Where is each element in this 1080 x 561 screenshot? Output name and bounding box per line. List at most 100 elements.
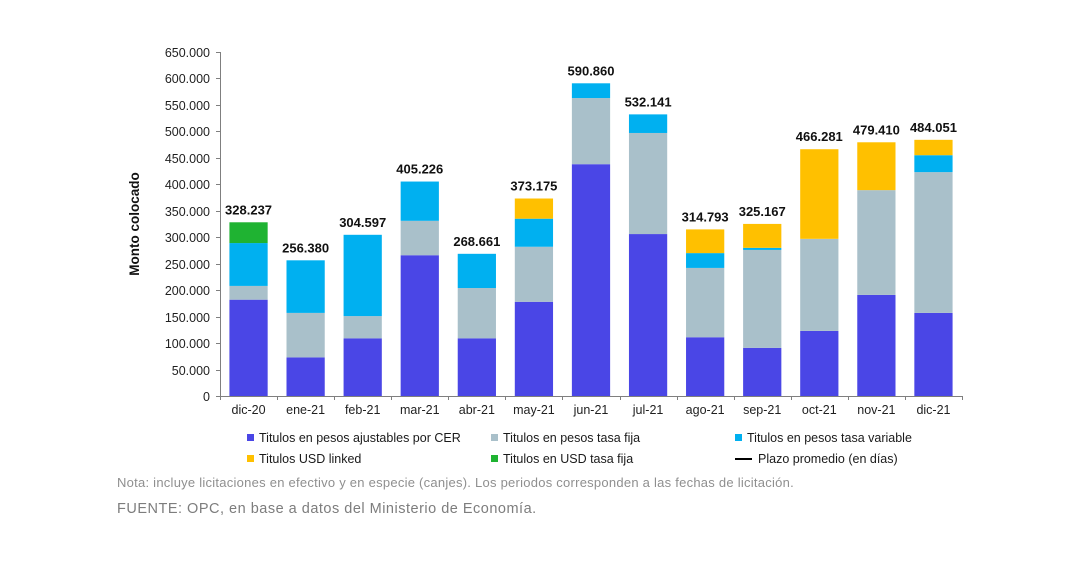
bar-ago-21-tasa-variable	[686, 253, 725, 268]
bar-nov-21-cer	[857, 294, 896, 396]
legend-item-plazo-promedio: Plazo promedio (en días)	[731, 448, 975, 469]
x-tick-label-dic-20: dic-20	[232, 403, 266, 417]
x-tick-label-ene-21: ene-21	[286, 403, 325, 417]
y-axis-title: Monto colocado	[127, 172, 142, 276]
bar-jun-21-tasa-fija	[571, 98, 611, 165]
y-tick-label: 200.000	[165, 284, 210, 298]
y-tick-label: 250.000	[165, 258, 210, 272]
legend-label: Titulos USD linked	[259, 451, 362, 466]
source-note: FUENTE: OPC, en base a datos del Ministe…	[117, 501, 537, 517]
y-tick-label: 650.000	[165, 46, 210, 60]
bar-jul-21-tasa-fija	[628, 132, 668, 235]
bar-ene-21-tasa-variable	[286, 260, 325, 313]
bar-dic-20-tasa-fija	[229, 285, 268, 300]
x-tick-label-dic-21: dic-21	[916, 403, 950, 417]
total-label-sep-21: 325.167	[739, 204, 786, 219]
bar-mar-21-tasa-variable	[400, 181, 439, 221]
bar-abr-21-tasa-fija	[457, 288, 496, 339]
y-tick-label: 150.000	[165, 311, 210, 325]
bar-jun-21-tasa-variable	[571, 83, 611, 99]
plot-area: 0 50.000 100.000 150.000 200.000 250.000 300.0…	[165, 46, 963, 417]
bar-dic-21-tasa-variable	[914, 155, 953, 173]
bar-ene-21-tasa-fija	[286, 312, 325, 358]
bar-abr-21-cer	[457, 338, 496, 396]
bar-may-21-tasa-fija	[514, 246, 554, 302]
total-label-jul-21: 532.141	[625, 94, 672, 109]
total-label-mar-21: 405.226	[396, 162, 443, 177]
bar-feb-21-tasa-fija	[343, 316, 382, 339]
bar-jul-21-tasa-variable	[628, 114, 668, 133]
x-tick-label-nov-21: nov-21	[857, 403, 895, 417]
footnote: Nota: incluye licitaciones en efectivo y…	[117, 475, 794, 490]
bar-dic-20-tasa-variable	[229, 243, 268, 286]
legend-item-usd-linked: Titulos USD linked	[243, 448, 487, 469]
bar-oct-21-usd-linked	[800, 149, 839, 239]
bar-dic-21-tasa-fija	[914, 172, 953, 313]
x-tick-label-may-21: may-21	[513, 403, 555, 417]
y-tick-label: 50.000	[172, 364, 210, 378]
total-label-may-21: 373.175	[510, 179, 557, 194]
bar-ago-21-usd-linked	[686, 229, 725, 254]
bar-mar-21-tasa-fija	[400, 220, 439, 256]
legend-swatch-tasa-variable	[735, 434, 742, 441]
bar-oct-21-tasa-fija	[800, 238, 839, 331]
x-tick-label-sep-21: sep-21	[743, 403, 781, 417]
y-tick-label: 450.000	[165, 152, 210, 166]
y-tick-label: 550.000	[165, 99, 210, 113]
bar-dic-20-usd-tasa-fija	[229, 222, 268, 244]
bar-ene-21-cer	[286, 357, 325, 396]
legend-label: Titulos en USD tasa fija	[503, 451, 634, 466]
bar-may-21-tasa-variable	[514, 218, 554, 247]
bar-ago-21-cer	[686, 337, 725, 396]
bar-sep-21-cer	[743, 347, 782, 396]
bar-sep-21-tasa-fija	[743, 249, 782, 348]
total-label-ago-21: 314.793	[682, 209, 729, 224]
bar-may-21-cer	[514, 301, 554, 396]
bar-dic-21-usd-linked	[914, 139, 953, 156]
bar-ago-21-tasa-fija	[686, 267, 725, 338]
legend-item-usd-tasa-fija: Titulos en USD tasa fija	[487, 448, 731, 469]
y-tick-label: 600.000	[165, 72, 210, 86]
x-tick-label-jul-21: jul-21	[632, 403, 664, 417]
legend-label: Titulos en pesos tasa variable	[747, 430, 912, 445]
x-tick-label-abr-21: abr-21	[459, 403, 495, 417]
x-tick-label-mar-21: mar-21	[400, 403, 440, 417]
legend: Titulos en pesos ajustables por CER Titu…	[243, 427, 975, 469]
total-label-abr-21: 268.661	[453, 234, 500, 249]
x-tick-label-ago-21: ago-21	[686, 403, 725, 417]
legend-item-tasa-variable: Titulos en pesos tasa variable	[731, 427, 975, 448]
total-label-dic-21: 484.051	[910, 120, 957, 135]
bar-sep-21-tasa-variable	[743, 247, 782, 250]
total-label-feb-21: 304.597	[339, 215, 386, 230]
bar-nov-21-tasa-fija	[857, 190, 896, 295]
bar-feb-21-cer	[343, 338, 382, 396]
bar-jun-21-cer	[571, 164, 611, 396]
legend-swatch-usd-tasa-fija	[491, 455, 498, 462]
y-tick-label: 350.000	[165, 205, 210, 219]
x-tick-label-jun-21: jun-21	[573, 403, 609, 417]
bar-may-21-usd-linked	[514, 198, 554, 219]
bar-sep-21-usd-linked	[743, 223, 782, 248]
bar-dic-20-cer	[229, 299, 268, 396]
legend-label: Plazo promedio (en días)	[758, 451, 898, 466]
bar-feb-21-tasa-variable	[343, 234, 382, 317]
bar-nov-21-usd-linked	[857, 142, 896, 191]
y-tick-label: 100.000	[165, 337, 210, 351]
bar-dic-21-cer	[914, 312, 953, 396]
legend-swatch-tasa-fija	[491, 434, 498, 441]
x-tick-label-feb-21: feb-21	[345, 403, 380, 417]
bar-mar-21-cer	[400, 255, 439, 396]
y-tick-label: 500.000	[165, 125, 210, 139]
stacked-bar-chart: Monto colocado 0 50.000 100.000 150.000 200.…	[127, 46, 963, 417]
legend-item-cer: Titulos en pesos ajustables por CER	[243, 427, 487, 448]
legend-swatch-cer	[247, 434, 254, 441]
total-label-ene-21: 256.380	[282, 240, 329, 255]
x-tick-label-oct-21: oct-21	[802, 403, 837, 417]
total-label-oct-21: 466.281	[796, 129, 843, 144]
legend-item-tasa-fija: Titulos en pesos tasa fija	[487, 427, 731, 448]
y-tick-label: 0	[203, 390, 210, 404]
bar-oct-21-cer	[800, 330, 839, 396]
y-tick-label: 300.000	[165, 231, 210, 245]
legend-label: Titulos en pesos ajustables por CER	[259, 430, 461, 445]
y-tick-label: 400.000	[165, 178, 210, 192]
